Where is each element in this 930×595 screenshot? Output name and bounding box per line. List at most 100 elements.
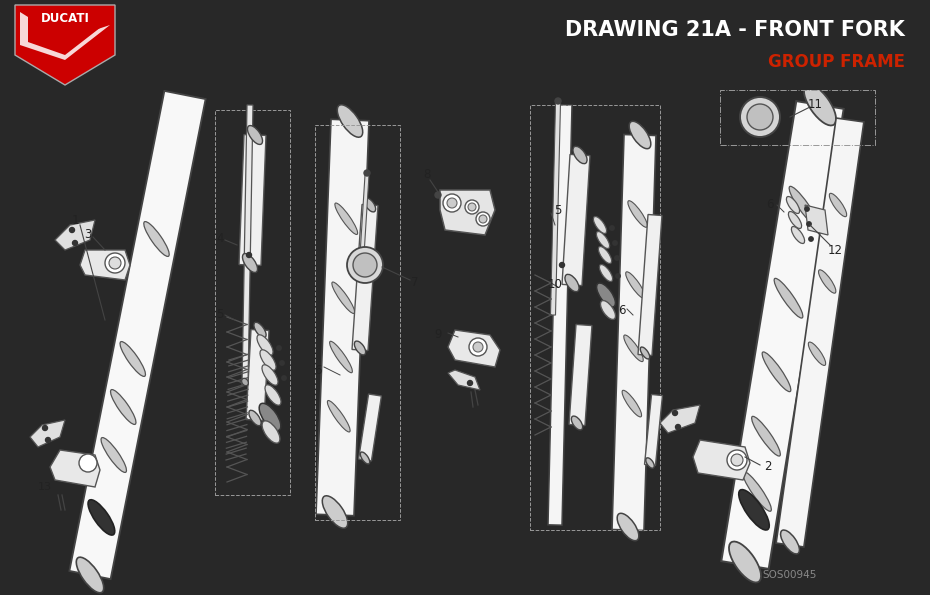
Ellipse shape [364,170,370,176]
Ellipse shape [260,350,276,370]
Text: 1: 1 [72,214,79,227]
Ellipse shape [79,454,97,472]
Ellipse shape [465,200,479,214]
Ellipse shape [791,227,804,243]
Ellipse shape [109,257,121,269]
Ellipse shape [447,198,457,208]
Ellipse shape [615,256,619,260]
Ellipse shape [610,226,614,230]
Text: 10: 10 [548,278,563,292]
Ellipse shape [565,274,579,292]
Ellipse shape [624,335,644,362]
Polygon shape [638,215,662,355]
Ellipse shape [254,322,266,338]
Bar [720,90,875,145]
Polygon shape [360,175,369,255]
Ellipse shape [243,253,258,273]
Polygon shape [359,394,381,461]
Text: DRAWING 21A - FRONT FORK: DRAWING 21A - FRONT FORK [565,20,905,40]
Ellipse shape [645,458,654,468]
Polygon shape [693,440,750,480]
Ellipse shape [751,416,780,456]
Text: 6: 6 [766,199,774,211]
Ellipse shape [242,378,248,386]
Ellipse shape [262,365,278,385]
Polygon shape [246,330,269,421]
Text: 4: 4 [217,231,224,245]
Ellipse shape [738,490,769,530]
Ellipse shape [747,104,773,130]
Ellipse shape [789,211,802,228]
Text: 5: 5 [554,203,562,217]
Ellipse shape [600,265,613,281]
Ellipse shape [740,97,780,137]
Ellipse shape [593,217,606,233]
Ellipse shape [262,421,280,443]
Ellipse shape [616,274,620,278]
Ellipse shape [469,338,487,356]
Polygon shape [569,324,592,425]
Text: 6: 6 [618,303,626,317]
Polygon shape [722,101,844,569]
Ellipse shape [780,530,800,554]
Ellipse shape [443,194,461,212]
Ellipse shape [774,278,803,318]
Text: SOS00945: SOS00945 [763,570,817,580]
Ellipse shape [144,221,169,256]
Polygon shape [660,405,700,433]
Ellipse shape [468,203,476,211]
Polygon shape [562,154,590,286]
Ellipse shape [573,146,587,164]
Ellipse shape [259,403,281,431]
Ellipse shape [338,105,363,137]
Polygon shape [15,5,115,85]
Ellipse shape [101,437,126,472]
Polygon shape [28,15,105,55]
Ellipse shape [618,513,639,541]
Ellipse shape [335,203,358,234]
Polygon shape [551,103,561,315]
Ellipse shape [70,227,74,233]
Ellipse shape [804,84,836,126]
Text: 2: 2 [764,461,772,474]
Text: 8: 8 [423,168,431,181]
Ellipse shape [43,425,47,431]
Ellipse shape [790,186,817,226]
Ellipse shape [622,390,642,417]
Ellipse shape [332,282,354,314]
Polygon shape [80,250,130,280]
Text: 12: 12 [828,243,843,256]
Ellipse shape [111,390,136,424]
Text: 6: 6 [314,364,322,377]
Ellipse shape [804,207,809,211]
Ellipse shape [601,300,616,320]
Polygon shape [440,190,495,235]
Ellipse shape [731,454,743,466]
Polygon shape [644,394,662,465]
Ellipse shape [743,471,771,511]
Polygon shape [239,134,266,265]
Ellipse shape [282,376,286,380]
Text: 7: 7 [411,275,418,289]
Ellipse shape [249,411,261,425]
Polygon shape [548,105,572,525]
Polygon shape [55,220,95,250]
Ellipse shape [787,196,800,214]
Ellipse shape [640,347,650,359]
Ellipse shape [247,126,262,145]
Ellipse shape [280,361,285,365]
Ellipse shape [257,335,273,355]
Ellipse shape [598,246,612,264]
Text: 13: 13 [38,482,52,492]
Ellipse shape [571,416,582,430]
Ellipse shape [120,342,145,377]
Ellipse shape [560,262,565,268]
Bar [215,110,290,495]
Polygon shape [242,105,253,385]
Ellipse shape [360,452,370,464]
Ellipse shape [818,270,836,293]
Ellipse shape [46,437,50,443]
Polygon shape [352,205,378,350]
Ellipse shape [327,400,350,432]
Ellipse shape [323,496,348,528]
